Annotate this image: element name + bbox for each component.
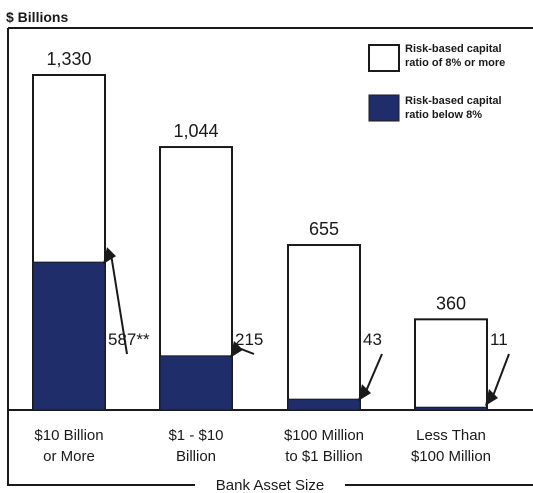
category-label: $10 Billion or More [34,427,103,465]
pointer-arrow-head [358,384,371,402]
total-label: 1,044 [173,121,218,141]
legend-label-8-or-more: Risk-based capital ratio of 8% or more [405,43,505,69]
bar-total [414,318,488,411]
pointer-arrow-line [365,353,383,392]
bar-segment-below-8 [287,398,361,411]
category-label: Less Than $100 Million [411,427,491,465]
total-label: 655 [309,219,339,239]
below-8-value-label: 587** [108,330,150,349]
total-label: 1,330 [46,49,91,69]
pointer-arrows [103,247,510,406]
legend-label-below-8: Risk-based capital ratio below 8% [405,95,502,121]
x-axis: $10 Billion or More $1 - $10 Billion $100 Mi… [8,427,533,493]
bar-total [287,244,361,411]
below-8-value-label: 43 [363,330,382,349]
pointer-arrow-line [110,253,128,355]
total-label: 360 [436,293,466,313]
bar-segment-below-8 [414,406,488,411]
y-axis-label: $ Billions [6,9,68,25]
data-labels: 1,330 587** 1,044 215 655 43 360 11 [46,49,507,349]
pointer-arrow-head [103,247,116,265]
below-8-value-label: 215 [235,330,263,349]
x-axis-title: Bank Asset Size [216,477,324,493]
category-label: $100 Million to $1 Billion [284,427,364,465]
bar-segment-below-8 [159,355,233,411]
legend-swatch-below-8 [368,94,400,122]
below-8-value-label: 11 [490,330,508,349]
pointer-arrow-head [230,340,243,358]
bars [32,74,488,411]
pointer-arrow-head [485,389,498,406]
bar-segment-below-8 [32,261,106,411]
legend: Risk-based capital ratio of 8% or more Ris… [368,43,505,122]
pointer-arrow-line [492,353,510,397]
legend-swatch-8-or-more [368,44,400,72]
category-label: $1 - $10 Billion [168,427,223,465]
